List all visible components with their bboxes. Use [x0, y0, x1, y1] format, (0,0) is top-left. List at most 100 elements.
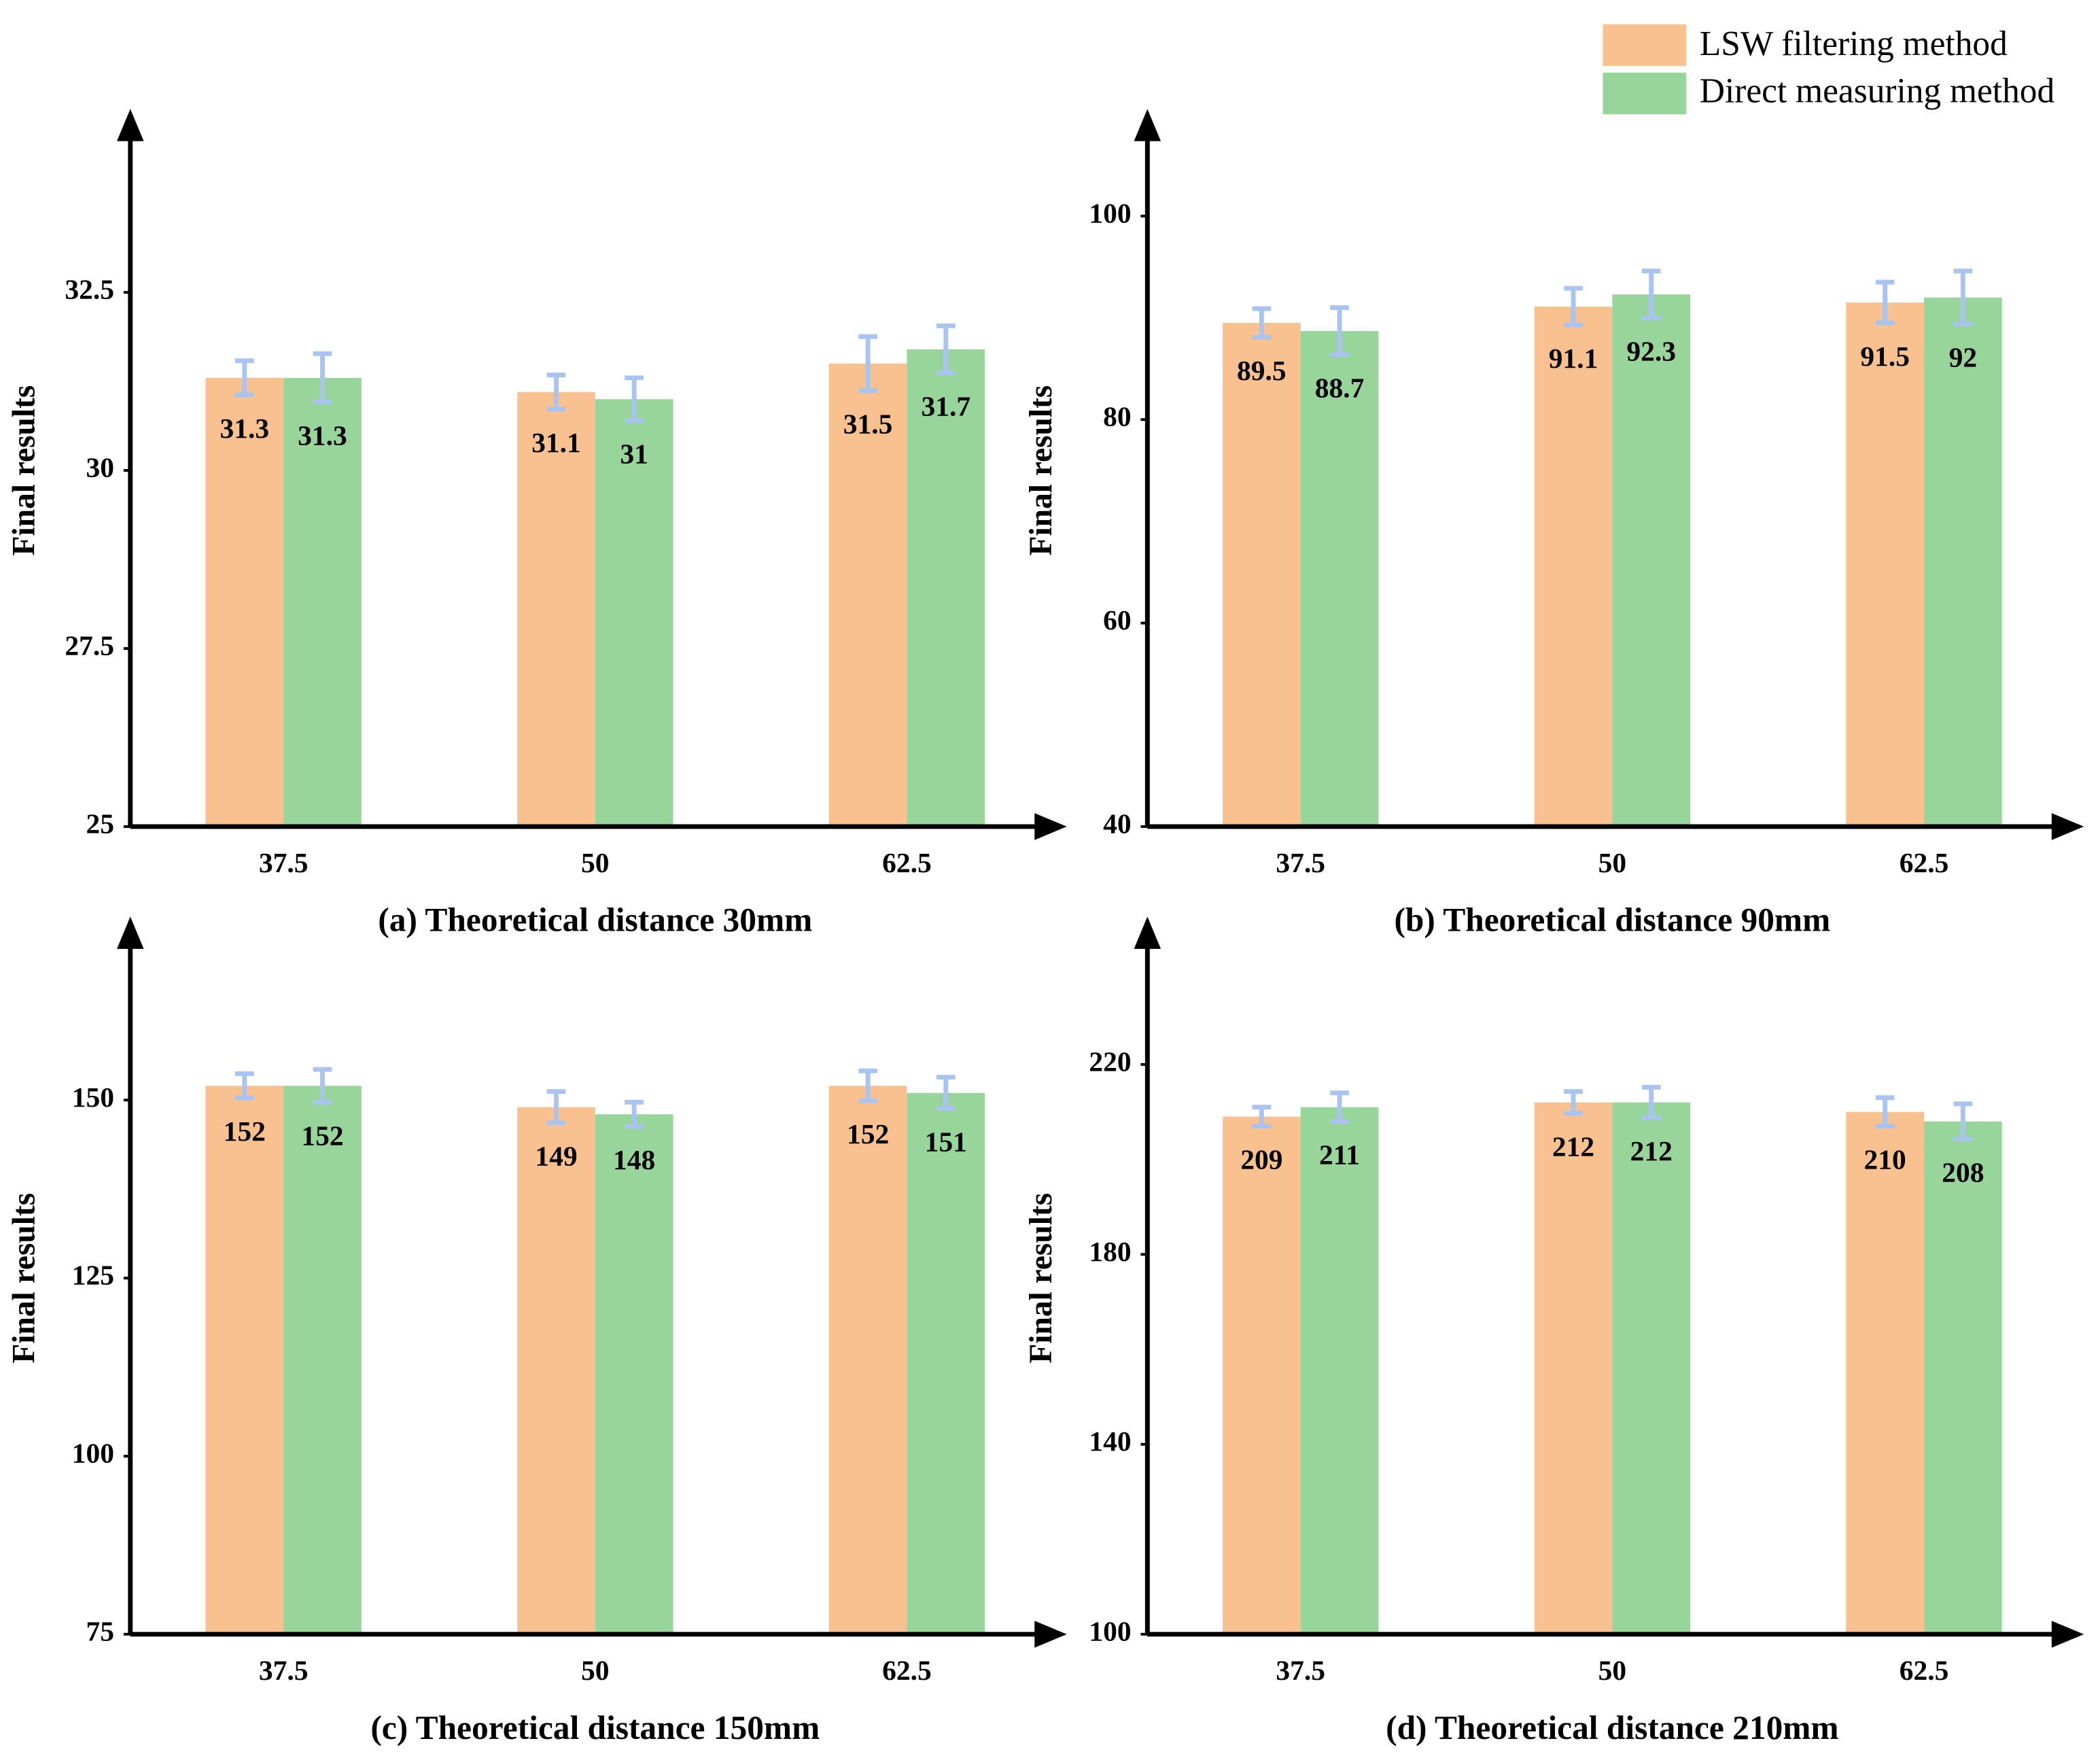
- bar: [1612, 1102, 1691, 1635]
- error-bar: [313, 1067, 332, 1105]
- bar: [517, 1107, 595, 1635]
- bar: [1300, 1107, 1379, 1635]
- error-bar: [1564, 1089, 1583, 1116]
- error-bar: [1875, 279, 1895, 326]
- value-label: 91.1: [1549, 343, 1598, 374]
- y-axis-title: Final results: [6, 385, 41, 556]
- x-tick-label: 50: [581, 847, 610, 878]
- x-tick-label: 50: [581, 1655, 610, 1686]
- y-tick-label: 180: [1089, 1236, 1131, 1267]
- error-bar: [1252, 306, 1272, 340]
- error-bar: [234, 358, 254, 398]
- x-axis-arrow: [1034, 1621, 1067, 1648]
- error-bar: [936, 1075, 956, 1111]
- bar: [205, 1086, 284, 1635]
- value-label: 212: [1630, 1135, 1673, 1167]
- x-axis-arrow: [2051, 813, 2084, 840]
- y-tick-label: 30: [86, 452, 114, 483]
- bar: [1924, 1121, 2002, 1635]
- chart-title: (d) Theoretical distance 210mm: [1386, 1709, 1838, 1746]
- y-axis-title: Final results: [6, 1193, 41, 1364]
- y-tick-label: 75: [86, 1616, 114, 1647]
- value-label: 92: [1949, 341, 1978, 373]
- legend-swatch: [1603, 24, 1687, 66]
- x-tick-label: 37.5: [1276, 1655, 1325, 1686]
- y-axis-title: Final results: [1023, 1193, 1059, 1364]
- y-tick-label: 80: [1103, 401, 1132, 432]
- bar: [205, 377, 284, 827]
- bar: [1223, 322, 1301, 827]
- bar: [828, 1086, 907, 1635]
- error-bar: [858, 334, 877, 394]
- value-label: 152: [224, 1116, 266, 1147]
- error-bar: [1875, 1095, 1895, 1129]
- y-tick-label: 100: [1089, 197, 1131, 228]
- error-bar: [625, 1099, 644, 1129]
- bar: [828, 363, 907, 827]
- y-axis-arrow: [1134, 109, 1161, 141]
- x-tick-label: 37.5: [1276, 847, 1325, 878]
- error-bar: [1953, 269, 1973, 326]
- y-tick-label: 140: [1089, 1426, 1131, 1457]
- error-bar: [936, 323, 956, 375]
- x-axis-arrow: [1034, 813, 1067, 840]
- y-tick-label: 220: [1089, 1046, 1131, 1077]
- value-label: 31.1: [531, 427, 581, 458]
- bar: [1846, 1111, 1925, 1635]
- error-bar: [1641, 1084, 1661, 1120]
- error-bar: [546, 1089, 566, 1126]
- x-tick-label: 62.5: [882, 847, 932, 878]
- error-bar: [1252, 1105, 1272, 1129]
- bar: [1534, 307, 1613, 827]
- bar: [1924, 297, 2002, 827]
- error-bar: [1953, 1101, 1973, 1141]
- x-tick-label: 50: [1598, 1655, 1627, 1686]
- bar: [283, 1086, 362, 1635]
- value-label: 209: [1240, 1144, 1282, 1175]
- y-axis-arrow: [116, 109, 144, 141]
- y-tick-label: 125: [72, 1260, 114, 1291]
- x-tick-label: 37.5: [259, 847, 309, 878]
- error-bar: [625, 375, 644, 424]
- legend-label: LSW filtering method: [1700, 24, 2008, 63]
- bar: [907, 1092, 985, 1635]
- bar: [283, 377, 362, 827]
- x-tick-label: 62.5: [1900, 847, 1949, 878]
- y-tick-label: 32.5: [65, 274, 114, 305]
- value-label: 91.5: [1860, 341, 1910, 372]
- value-label: 210: [1864, 1144, 1906, 1175]
- y-tick-label: 40: [1103, 808, 1132, 839]
- error-bar: [1641, 269, 1661, 320]
- y-tick-label: 100: [72, 1438, 114, 1469]
- error-bar: [546, 373, 566, 412]
- chart-title: (a) Theoretical distance 30mm: [378, 901, 812, 939]
- x-tick-label: 62.5: [882, 1655, 932, 1686]
- y-tick-label: 150: [72, 1082, 114, 1113]
- error-bar: [1564, 286, 1583, 328]
- x-tick-label: 37.5: [259, 1655, 309, 1686]
- value-label: 31.3: [220, 413, 269, 444]
- value-label: 89.5: [1237, 355, 1287, 386]
- value-label: 31.5: [843, 409, 893, 440]
- y-tick-label: 27.5: [65, 630, 114, 661]
- bar: [517, 392, 595, 827]
- legend-swatch: [1603, 72, 1687, 115]
- value-label: 152: [847, 1118, 889, 1150]
- value-label: 88.7: [1315, 372, 1365, 403]
- value-label: 149: [535, 1141, 577, 1172]
- value-label: 212: [1552, 1131, 1594, 1162]
- bar: [1846, 303, 1925, 827]
- error-bar: [313, 351, 332, 404]
- bar: [1612, 294, 1691, 827]
- error-bar: [1330, 305, 1349, 357]
- y-tick-label: 25: [86, 808, 114, 839]
- legend-label: Direct measuring method: [1700, 71, 2055, 110]
- bar: [907, 349, 985, 827]
- value-label: 148: [613, 1144, 655, 1175]
- error-bar: [234, 1071, 254, 1101]
- value-label: 208: [1942, 1156, 1984, 1188]
- bar: [1534, 1102, 1613, 1635]
- chart-title: (b) Theoretical distance 90mm: [1394, 901, 1830, 939]
- x-tick-label: 50: [1598, 847, 1627, 878]
